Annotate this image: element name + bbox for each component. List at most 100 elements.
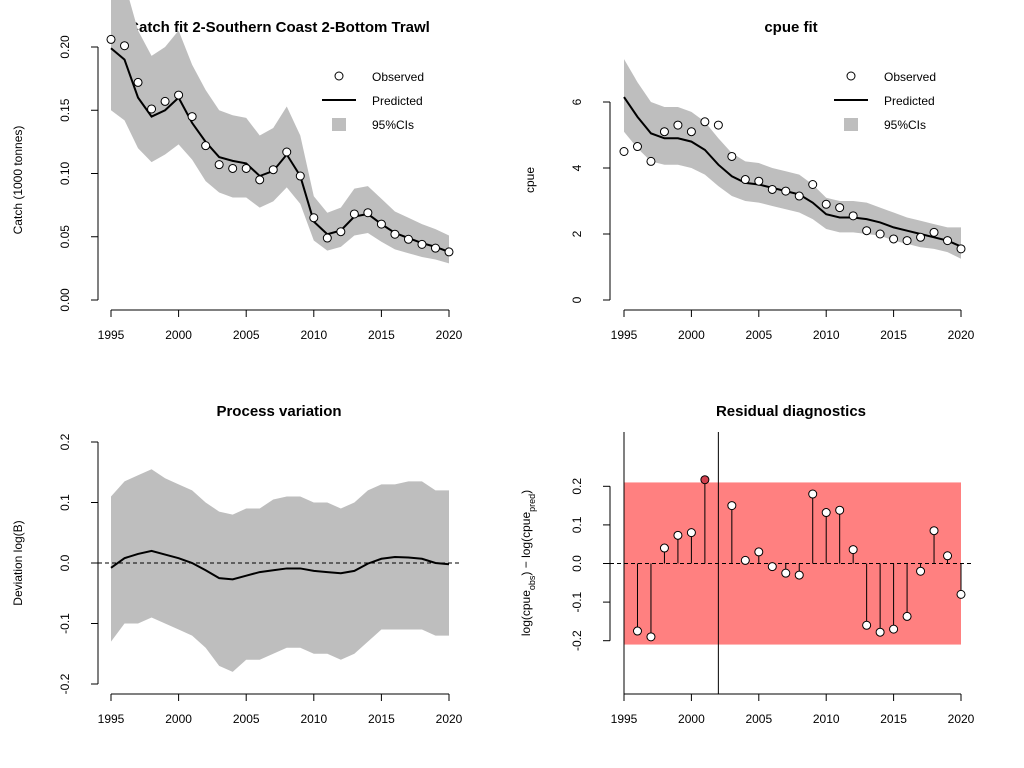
- cpue-fit-panel: cpue fit cpue 1995 2000 2005 2010 2015 2020 0 2…: [523, 19, 975, 342]
- residual-point: [808, 489, 818, 499]
- cpue-predicted-line: [623, 96, 962, 248]
- cpue-observed-point: [956, 244, 966, 254]
- residual-point: [848, 545, 858, 555]
- catch-observed-point: [187, 112, 197, 122]
- cpue-observed-point: [700, 117, 710, 127]
- catch-legend-ci-label: 95%CIs: [372, 118, 414, 132]
- catch-y-tick-label: 0.00: [58, 288, 72, 312]
- process-x-tick-label: 2010: [300, 712, 327, 726]
- cpue-y-tick-label: 4: [570, 164, 584, 171]
- residual-y-axis-label: log(cpueobs) − log(cpuepred): [519, 490, 537, 636]
- process-ci-band: [111, 469, 449, 672]
- residual-point: [943, 551, 953, 561]
- cpue-observed-point: [902, 236, 912, 246]
- cpue-legend-observed-label: Observed: [884, 70, 936, 84]
- cpue-ci-band: [624, 59, 961, 259]
- process-y-tick-label: -0.1: [58, 613, 72, 634]
- cpue-observed-point: [862, 226, 872, 236]
- residual-x-tick-label: 2015: [880, 712, 907, 726]
- cpue-y-tick-label: 0: [570, 296, 584, 303]
- catch-legend-ci-symbol: [332, 118, 346, 131]
- catch-observed-point: [160, 96, 170, 106]
- catch-x-tick-label: 2000: [165, 328, 192, 342]
- catch-observed-point: [309, 213, 319, 223]
- process-y-tick-label: 0.1: [58, 494, 72, 511]
- catch-observed-point: [390, 229, 400, 239]
- cpue-observed-point: [875, 229, 885, 239]
- residual-point: [659, 543, 669, 553]
- residual-x-tick-label: 2005: [745, 712, 772, 726]
- cpue-x-tick-label: 2015: [880, 328, 907, 342]
- catch-observed-point: [214, 160, 224, 170]
- residual-point: [646, 632, 656, 642]
- process-x-tick-label: 2020: [436, 712, 463, 726]
- catch-observed-point: [322, 233, 332, 243]
- catch-observed-point: [417, 239, 427, 249]
- catch-observed-point: [120, 41, 130, 51]
- residual-x-tick-label: 1995: [611, 712, 638, 726]
- catch-x-tick-label: 2005: [233, 328, 260, 342]
- catch-observed-point: [430, 243, 440, 253]
- cpue-x-tick-label: 2010: [813, 328, 840, 342]
- catch-observed-point: [336, 227, 346, 237]
- catch-observed-point: [376, 219, 386, 229]
- residual-x-tick-label: 2020: [948, 712, 975, 726]
- residual-point: [862, 620, 872, 630]
- residual-point: [794, 570, 804, 580]
- catch-observed-point: [444, 247, 454, 257]
- process-y-tick-label: 0.2: [58, 433, 72, 450]
- cpue-legend-predicted-label: Predicted: [884, 94, 935, 108]
- catch-observed-point: [282, 147, 292, 157]
- catch-observed-point: [403, 234, 413, 244]
- catch-observed-point: [268, 165, 278, 175]
- residual-point: [767, 562, 777, 572]
- catch-observed-point: [295, 171, 305, 181]
- process-x-tick-label: 2005: [233, 712, 260, 726]
- residual-point: [902, 611, 912, 621]
- cpue-observed-point: [808, 180, 818, 189]
- cpue-observed-point: [659, 127, 669, 137]
- catch-y-axis-label: Catch (1000 tonnes): [11, 126, 25, 235]
- cpue-observed-point: [619, 147, 629, 156]
- catch-observed-point: [228, 163, 238, 173]
- cpue-observed-point: [686, 127, 696, 137]
- process-x-tick-label: 2000: [165, 712, 192, 726]
- process-y-tick-label: 0.0: [58, 554, 72, 571]
- cpue-legend-observed-symbol: [846, 71, 856, 81]
- residual-y-tick-label: 0.0: [570, 555, 584, 572]
- cpue-observed-point: [821, 199, 831, 209]
- catch-observed-point: [255, 175, 265, 185]
- residual-x-tick-label: 2000: [678, 712, 705, 726]
- catch-x-tick-label: 1995: [98, 328, 125, 342]
- residual-y-tick-label: -0.2: [570, 630, 584, 651]
- residual-point: [835, 505, 845, 515]
- catch-observed-point: [201, 141, 211, 151]
- cpue-observed-point: [848, 211, 858, 221]
- catch-ci-band: [111, 0, 449, 264]
- process-x-tick-label: 2015: [368, 712, 395, 726]
- cpue-observed-point: [632, 142, 642, 152]
- residual-point: [781, 568, 791, 578]
- cpue-observed-point: [754, 176, 764, 186]
- cpue-y-tick-label: 6: [570, 98, 584, 105]
- cpue-y-tick-label: 2: [570, 230, 584, 237]
- cpue-observed-point: [916, 232, 926, 242]
- catch-chart-title: Catch fit 2-Southern Coast 2-Bottom Traw…: [128, 19, 430, 36]
- catch-fit-panel: Catch fit 2-Southern Coast 2-Bottom Traw…: [11, 0, 463, 342]
- process-deviation-line: [110, 549, 450, 581]
- cpue-observed-point: [794, 191, 804, 201]
- catch-x-tick-label: 2020: [436, 328, 463, 342]
- catch-observed-point: [363, 208, 373, 218]
- catch-legend-observed-symbol: [334, 71, 344, 81]
- residual-point: [686, 528, 696, 538]
- cpue-observed-point: [835, 203, 845, 213]
- catch-legend-predicted-label: Predicted: [372, 94, 423, 108]
- cpue-chart-title: cpue fit: [764, 19, 817, 36]
- catch-x-tick-label: 2015: [368, 328, 395, 342]
- cpue-x-tick-label: 2020: [948, 328, 975, 342]
- catch-y-tick-label: 0.20: [58, 35, 72, 59]
- residual-point: [740, 555, 750, 565]
- catch-observed-point: [174, 90, 184, 100]
- residual-diagnostics-panel: Residual diagnostics log(cpueobs) − log(…: [519, 403, 975, 726]
